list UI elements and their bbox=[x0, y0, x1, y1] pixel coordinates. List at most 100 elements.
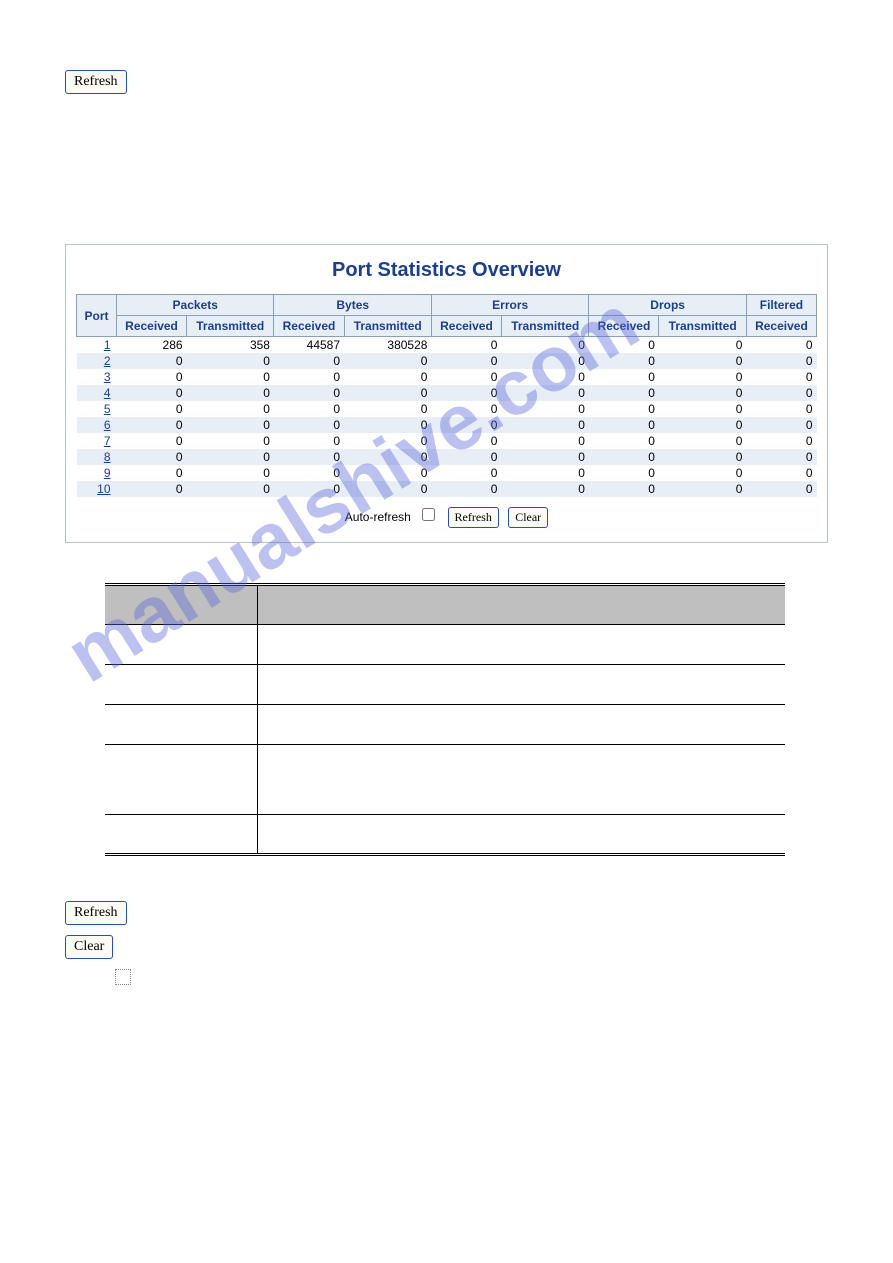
port-link[interactable]: 8 bbox=[77, 449, 117, 465]
cell-packets-rx: 0 bbox=[117, 353, 187, 369]
col-bytes: Bytes bbox=[274, 295, 431, 316]
table-row: 4000000000 bbox=[77, 385, 817, 401]
port-link[interactable]: 7 bbox=[77, 433, 117, 449]
cell-errors-tx: 0 bbox=[501, 353, 588, 369]
cell-drops-rx: 0 bbox=[589, 337, 659, 354]
port-link[interactable]: 4 bbox=[77, 385, 117, 401]
cell-packets-tx: 0 bbox=[187, 465, 274, 481]
table-row: 10000000000 bbox=[77, 481, 817, 497]
col-errors: Errors bbox=[431, 295, 588, 316]
auto-refresh-checkbox[interactable] bbox=[422, 508, 435, 521]
port-link[interactable]: 2 bbox=[77, 353, 117, 369]
table-row: 12863584458738052800000 bbox=[77, 337, 817, 354]
cell-filtered-rx: 0 bbox=[746, 353, 816, 369]
table-row: 5000000000 bbox=[77, 401, 817, 417]
cell-drops-tx: 0 bbox=[659, 433, 746, 449]
cell-drops-rx: 0 bbox=[589, 465, 659, 481]
cell-drops-rx: 0 bbox=[589, 385, 659, 401]
refresh-button-top[interactable]: Refresh bbox=[65, 70, 127, 94]
cell-drops-tx: 0 bbox=[659, 449, 746, 465]
cell-bytes-tx: 0 bbox=[344, 369, 431, 385]
cell-drops-tx: 0 bbox=[659, 465, 746, 481]
col-packets-rx: Received bbox=[117, 316, 187, 337]
cell-bytes-rx: 0 bbox=[274, 385, 344, 401]
cell-packets-rx: 0 bbox=[117, 465, 187, 481]
cell-errors-rx: 0 bbox=[431, 369, 501, 385]
cell-filtered-rx: 0 bbox=[746, 369, 816, 385]
col-drops-rx: Received bbox=[589, 316, 659, 337]
refresh-button-bottom[interactable]: Refresh bbox=[65, 901, 127, 925]
cell-errors-tx: 0 bbox=[501, 433, 588, 449]
cell-bytes-tx: 0 bbox=[344, 465, 431, 481]
port-link[interactable]: 6 bbox=[77, 417, 117, 433]
cell-errors-tx: 0 bbox=[501, 385, 588, 401]
cell-bytes-rx: 0 bbox=[274, 353, 344, 369]
cell-filtered-rx: 0 bbox=[746, 401, 816, 417]
table-row: 9000000000 bbox=[77, 465, 817, 481]
cell-filtered-rx: 0 bbox=[746, 417, 816, 433]
col-filtered-rx: Received bbox=[746, 316, 816, 337]
cell-errors-rx: 0 bbox=[431, 433, 501, 449]
cell-bytes-rx: 44587 bbox=[274, 337, 344, 354]
cell-filtered-rx: 0 bbox=[746, 337, 816, 354]
col-packets-tx: Transmitted bbox=[187, 316, 274, 337]
cell-packets-rx: 0 bbox=[117, 369, 187, 385]
cell-filtered-rx: 0 bbox=[746, 481, 816, 497]
cell-bytes-rx: 0 bbox=[274, 401, 344, 417]
port-link[interactable]: 5 bbox=[77, 401, 117, 417]
clear-button-bottom[interactable]: Clear bbox=[65, 935, 113, 959]
cell-filtered-rx: 0 bbox=[746, 465, 816, 481]
cell-drops-tx: 0 bbox=[659, 417, 746, 433]
col-filtered: Filtered bbox=[746, 295, 816, 316]
cell-errors-tx: 0 bbox=[501, 337, 588, 354]
cell-drops-rx: 0 bbox=[589, 449, 659, 465]
cell-packets-rx: 0 bbox=[117, 449, 187, 465]
cell-errors-tx: 0 bbox=[501, 369, 588, 385]
cell-errors-tx: 0 bbox=[501, 481, 588, 497]
cell-packets-rx: 0 bbox=[117, 481, 187, 497]
refresh-button-panel[interactable]: Refresh bbox=[448, 507, 499, 528]
cell-bytes-rx: 0 bbox=[274, 465, 344, 481]
cell-packets-tx: 0 bbox=[187, 401, 274, 417]
cell-filtered-rx: 0 bbox=[746, 449, 816, 465]
cell-packets-tx: 0 bbox=[187, 417, 274, 433]
col-bytes-rx: Received bbox=[274, 316, 344, 337]
table-row: 7000000000 bbox=[77, 433, 817, 449]
cell-drops-tx: 0 bbox=[659, 369, 746, 385]
panel-title: Port Statistics Overview bbox=[76, 259, 817, 282]
cell-errors-rx: 0 bbox=[431, 481, 501, 497]
cell-packets-rx: 0 bbox=[117, 417, 187, 433]
cell-errors-rx: 0 bbox=[431, 353, 501, 369]
cell-bytes-tx: 380528 bbox=[344, 337, 431, 354]
table-controls: Auto-refresh Refresh Clear bbox=[76, 505, 817, 528]
port-link[interactable]: 3 bbox=[77, 369, 117, 385]
cell-packets-tx: 0 bbox=[187, 385, 274, 401]
cell-packets-tx: 0 bbox=[187, 449, 274, 465]
placeholder-box-icon bbox=[115, 969, 131, 985]
cell-drops-rx: 0 bbox=[589, 481, 659, 497]
cell-drops-rx: 0 bbox=[589, 417, 659, 433]
clear-button-panel[interactable]: Clear bbox=[508, 507, 548, 528]
cell-drops-tx: 0 bbox=[659, 337, 746, 354]
cell-drops-rx: 0 bbox=[589, 353, 659, 369]
port-statistics-table: Port Packets Bytes Errors Drops Filtered… bbox=[76, 294, 817, 497]
col-errors-tx: Transmitted bbox=[501, 316, 588, 337]
cell-bytes-tx: 0 bbox=[344, 449, 431, 465]
cell-bytes-rx: 0 bbox=[274, 481, 344, 497]
port-link[interactable]: 9 bbox=[77, 465, 117, 481]
cell-packets-rx: 286 bbox=[117, 337, 187, 354]
cell-bytes-tx: 0 bbox=[344, 481, 431, 497]
cell-packets-tx: 358 bbox=[187, 337, 274, 354]
cell-errors-rx: 0 bbox=[431, 465, 501, 481]
cell-bytes-tx: 0 bbox=[344, 385, 431, 401]
cell-errors-tx: 0 bbox=[501, 401, 588, 417]
cell-packets-tx: 0 bbox=[187, 353, 274, 369]
port-link[interactable]: 1 bbox=[77, 337, 117, 354]
cell-errors-tx: 0 bbox=[501, 465, 588, 481]
table-row: 6000000000 bbox=[77, 417, 817, 433]
cell-packets-rx: 0 bbox=[117, 385, 187, 401]
col-drops: Drops bbox=[589, 295, 746, 316]
cell-drops-rx: 0 bbox=[589, 369, 659, 385]
port-link[interactable]: 10 bbox=[77, 481, 117, 497]
cell-packets-tx: 0 bbox=[187, 481, 274, 497]
